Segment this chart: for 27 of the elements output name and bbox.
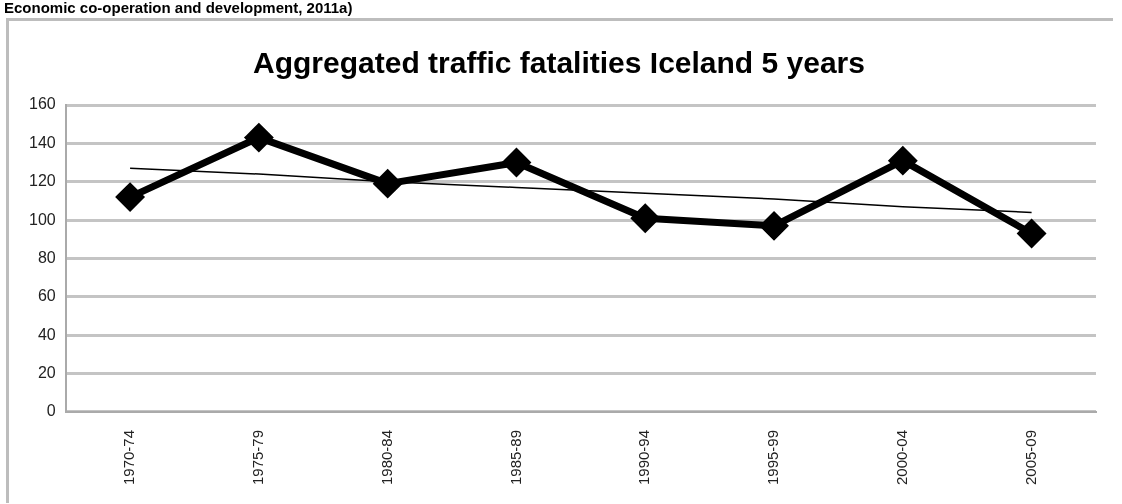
x-tick-label: 1970-74 — [120, 429, 138, 486]
point — [245, 124, 273, 152]
text: Economic co-operation and development, 2011a) — [4, 0, 353, 16]
point — [889, 147, 917, 175]
y-tick-label: 60 — [37, 287, 56, 305]
point — [760, 212, 788, 240]
x-tick-label: 1975-79 — [249, 429, 267, 486]
y-tick-label: 120 — [28, 172, 56, 190]
y-tick-label: 160 — [28, 95, 56, 113]
x-tick-label: 1990-94 — [635, 429, 653, 486]
x-tick-label: 2005-09 — [1021, 429, 1039, 486]
y-tick-label: 40 — [37, 325, 56, 343]
y-tick-label: 80 — [37, 248, 56, 266]
y-tick-label: 0 — [46, 402, 56, 420]
point — [502, 149, 530, 177]
point — [374, 170, 402, 198]
x-tick-label: 1985-89 — [506, 429, 524, 486]
y-tick-label: 100 — [28, 210, 56, 228]
point — [1018, 220, 1046, 248]
point — [631, 204, 659, 232]
y-tick-label: 20 — [37, 363, 56, 381]
x-tick-label: 2000-04 — [892, 429, 910, 486]
x-tick-label: 1995-99 — [764, 429, 782, 486]
chart-title: Aggregated traffic fatalities Iceland 5 years — [253, 46, 865, 80]
point — [116, 183, 144, 211]
x-tick-label: 1980-84 — [377, 429, 395, 486]
y-tick-label: 140 — [28, 133, 56, 151]
